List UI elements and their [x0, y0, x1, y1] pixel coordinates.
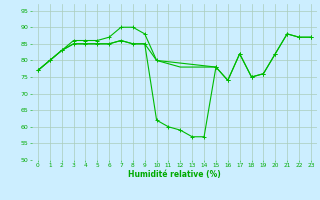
- X-axis label: Humidité relative (%): Humidité relative (%): [128, 170, 221, 179]
